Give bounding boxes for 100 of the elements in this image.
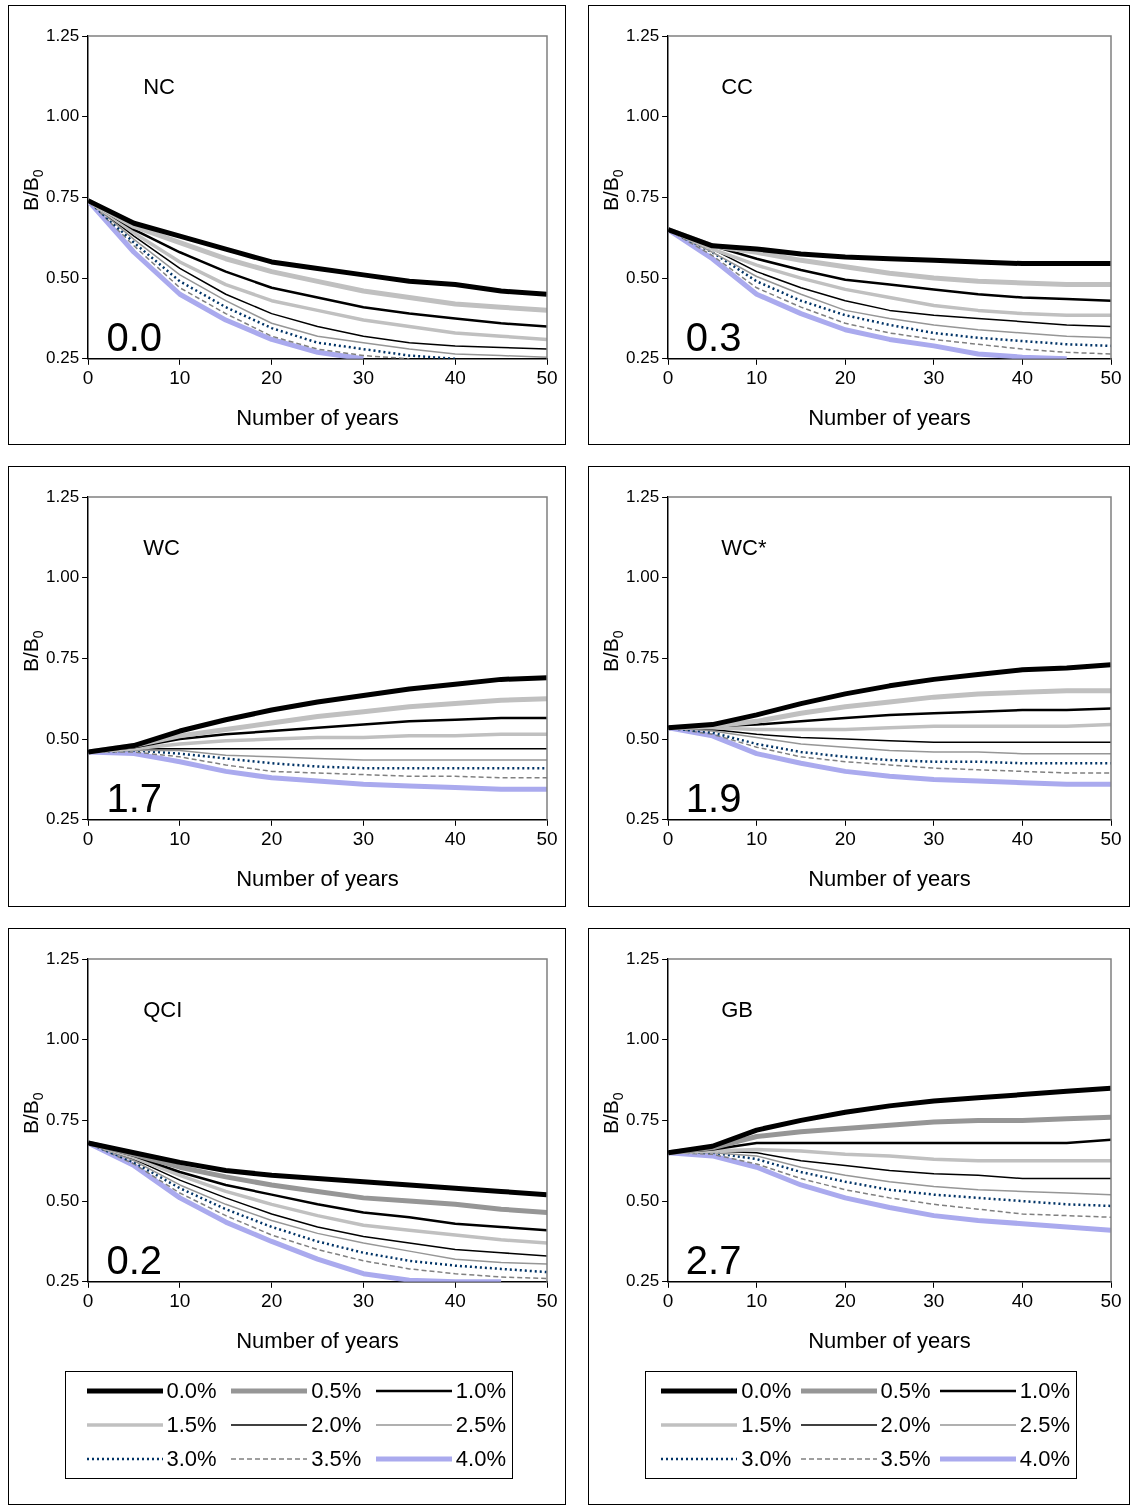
x-tick-label: 0 — [662, 367, 674, 389]
x-axis-title: Number of years — [236, 865, 399, 891]
y-tick-label: 0.25 — [625, 1271, 660, 1291]
y-tick-label: 1.00 — [45, 106, 80, 126]
y-tick-label: 0.75 — [45, 1110, 80, 1130]
y-tick-label: 0.75 — [625, 648, 660, 668]
x-tick-label: 50 — [1100, 828, 1122, 850]
y-tick-label: 1.25 — [45, 25, 80, 45]
x-tick-label: 10 — [169, 828, 191, 850]
y-tick-label: 0.50 — [45, 267, 80, 287]
x-tick-label: 40 — [444, 828, 466, 850]
x-tick-label: 50 — [1100, 367, 1122, 389]
legend-label: 2.0% — [311, 1412, 362, 1438]
y-tick-label: 1.00 — [625, 106, 660, 126]
annotation: NC — [143, 74, 176, 100]
legend-label: 0.0% — [166, 1378, 217, 1404]
y-tick-label: 0.75 — [625, 187, 660, 207]
x-tick-label: 0 — [662, 1290, 674, 1312]
x-tick-label: 0 — [662, 828, 674, 850]
legend-label: 3.0% — [166, 1446, 217, 1472]
x-tick-label: 40 — [1011, 828, 1033, 850]
legend-label: 3.5% — [880, 1446, 931, 1472]
annotation: GB — [721, 997, 754, 1023]
x-axis-title: Number of years — [808, 404, 971, 430]
annotation: 0.2 — [106, 1237, 163, 1282]
y-tick-label: 0.25 — [625, 348, 660, 368]
x-tick-label: 50 — [536, 367, 558, 389]
y-tick-label: 0.50 — [625, 728, 660, 748]
x-tick-label: 50 — [536, 828, 558, 850]
legend-label: 4.0% — [1019, 1446, 1070, 1472]
y-tick-label: 1.25 — [625, 948, 660, 968]
x-tick-label: 30 — [352, 828, 375, 850]
legend-label: 2.5% — [455, 1412, 506, 1438]
x-tick-label: 30 — [923, 367, 945, 389]
y-tick-label: 1.25 — [625, 25, 660, 45]
legend-label: 3.0% — [741, 1446, 792, 1472]
annotation: 0.0 — [106, 314, 163, 359]
x-tick-label: 0 — [82, 828, 94, 850]
x-tick-label: 30 — [923, 1290, 945, 1312]
x-axis-title: Number of years — [808, 865, 971, 891]
x-tick-label: 20 — [834, 828, 856, 850]
y-tick-label: 0.25 — [45, 348, 80, 368]
annotation: 0.3 — [685, 314, 742, 359]
x-axis-title: Number of years — [808, 1327, 971, 1353]
x-tick-label: 20 — [834, 1290, 856, 1312]
x-tick-label: 40 — [444, 367, 466, 389]
x-tick-label: 10 — [169, 1290, 191, 1312]
legend-label: 1.0% — [455, 1378, 506, 1404]
annotation: 2.7 — [685, 1237, 742, 1282]
y-tick-label: 0.50 — [45, 1190, 80, 1210]
x-tick-label: 40 — [1011, 1290, 1033, 1312]
y-tick-label: 1.25 — [625, 486, 660, 506]
x-tick-label: 40 — [444, 1290, 466, 1312]
y-tick-label: 1.00 — [45, 567, 80, 587]
y-tick-label: 0.25 — [45, 809, 80, 829]
y-tick-label: 0.75 — [45, 648, 80, 668]
x-tick-label: 0 — [82, 1290, 94, 1312]
x-axis-title: Number of years — [236, 1327, 399, 1353]
y-tick-label: 0.75 — [625, 1110, 660, 1130]
legend-label: 3.5% — [311, 1446, 362, 1472]
x-tick-label: 10 — [746, 367, 768, 389]
x-tick-label: 50 — [536, 1290, 558, 1312]
x-tick-label: 20 — [261, 828, 283, 850]
x-tick-label: 30 — [923, 828, 945, 850]
y-tick-label: 0.25 — [625, 809, 660, 829]
annotation: 1.9 — [685, 775, 742, 820]
x-tick-label: 20 — [261, 1290, 283, 1312]
y-tick-label: 1.00 — [625, 567, 660, 587]
y-tick-label: 1.25 — [45, 486, 80, 506]
legend-label: 0.5% — [880, 1378, 931, 1404]
legend-label: 1.0% — [1019, 1378, 1070, 1404]
y-tick-label: 1.00 — [45, 1029, 80, 1049]
x-tick-label: 30 — [352, 367, 375, 389]
y-tick-label: 0.25 — [45, 1271, 80, 1291]
annotation: WC* — [721, 535, 767, 561]
y-tick-label: 0.50 — [625, 267, 660, 287]
legend-label: 0.0% — [741, 1378, 792, 1404]
annotation: CC — [721, 74, 754, 100]
x-tick-label: 30 — [352, 1290, 375, 1312]
x-tick-label: 10 — [169, 367, 191, 389]
y-tick-label: 0.75 — [45, 187, 80, 207]
annotation: 1.7 — [106, 775, 163, 820]
annotation: QCI — [143, 997, 183, 1023]
x-tick-label: 50 — [1100, 1290, 1122, 1312]
legend-label: 2.0% — [880, 1412, 931, 1438]
legend-label: 0.5% — [311, 1378, 362, 1404]
x-tick-label: 0 — [82, 367, 94, 389]
x-axis-title: Number of years — [236, 404, 399, 430]
x-tick-label: 10 — [746, 828, 768, 850]
annotation: WC — [143, 535, 180, 561]
legend-label: 1.5% — [166, 1412, 217, 1438]
x-tick-label: 10 — [746, 1290, 768, 1312]
y-tick-label: 1.25 — [45, 948, 80, 968]
x-tick-label: 20 — [261, 367, 283, 389]
x-tick-label: 20 — [834, 367, 856, 389]
y-tick-label: 0.50 — [625, 1190, 660, 1210]
x-tick-label: 40 — [1011, 367, 1033, 389]
legend-label: 4.0% — [455, 1446, 506, 1472]
legend-label: 2.5% — [1019, 1412, 1070, 1438]
y-tick-label: 0.50 — [45, 728, 80, 748]
